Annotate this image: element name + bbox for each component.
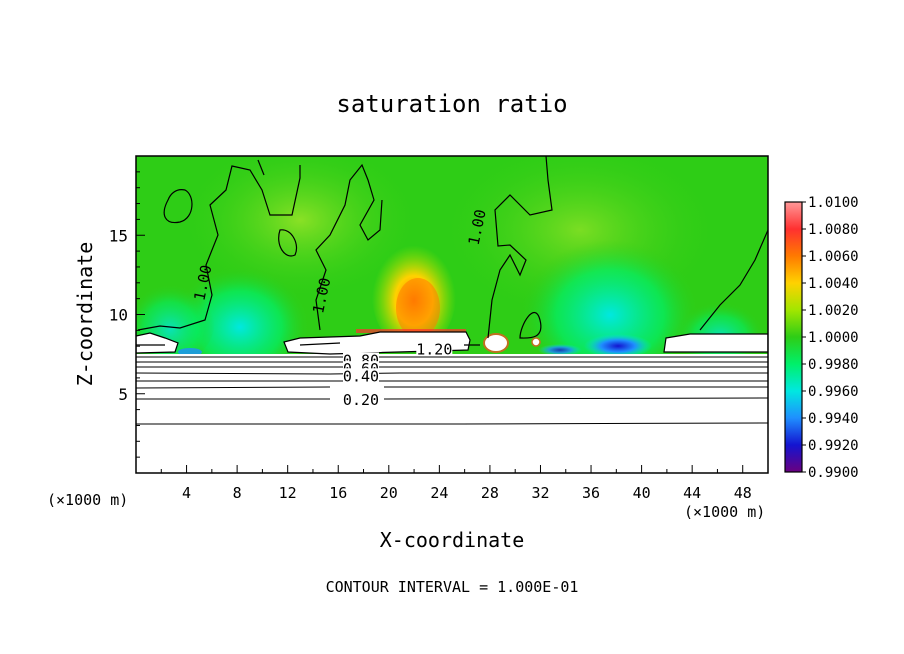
contour-label-background [342,392,379,407]
contour-interval-note: CONTOUR INTERVAL = 1.000E-01 [326,578,579,596]
chart-title: saturation ratio [336,90,567,118]
colorbar-segment [785,418,802,445]
x-tick-label: 16 [329,484,347,502]
colorbar-segment [785,229,802,256]
colorbar-label: 1.0020 [808,303,859,319]
colorbar-label: 1.0060 [808,249,859,265]
colorbar-label: 1.0100 [808,195,859,211]
x-tick-label: 32 [531,484,549,502]
x-tick-label: 4 [182,484,191,502]
x-tick-label: 36 [582,484,600,502]
x-tick-label: 12 [279,484,297,502]
x-tick-label: 28 [481,484,499,502]
x-axis-label: X-coordinate [380,528,525,552]
colorbar-segment [785,256,802,283]
contour-label: 0.20 [343,391,379,409]
contour-label-background [342,368,379,383]
y-tick-label: 10 [109,306,128,325]
colorbar-segment [785,391,802,418]
colorbar: 1.0100 1.0080 1.0060 1.0040 1.0020 1.0000 0.99… [784,195,859,481]
x-tick-label: 48 [734,484,752,502]
contour-labels: 1.001.001.001.200.800.600.400.20 [190,208,489,409]
x-tick-label: 44 [683,484,701,502]
y-tick-label: 15 [109,226,128,245]
colorbar-label: 0.9960 [808,384,859,400]
colorbar-label: 1.0040 [808,276,859,292]
y-axis-label: Z-coordinate [73,242,97,387]
x-tick-label: 8 [233,484,242,502]
colorbar-label: 0.9920 [808,438,859,454]
colorbar-segment [785,202,802,229]
y-tick-label: 5 [118,385,128,404]
saturation-field [136,156,768,473]
x-tick-label: 20 [380,484,398,502]
colorbar-label: 1.0080 [808,222,859,238]
x-unit-left: (×1000 m) [47,491,128,509]
y-axis-ticks: 5 10 15 [109,171,145,458]
x-tick-label: 24 [430,484,448,502]
colorbar-segment [785,445,802,472]
contour-label-background [416,341,453,356]
contour-label: 1.20 [416,340,452,358]
colorbar-label: 0.9940 [808,411,859,427]
colorbar-segment [785,337,802,364]
colorbar-segment [785,283,802,310]
contour-label: 0.40 [343,367,379,385]
colorbar-label: 0.9980 [808,357,859,373]
x-axis-ticks: 4 8 12 16 20 24 28 32 36 40 44 48 [160,465,752,502]
colorbar-segment [785,310,802,337]
colorbar-label: 1.0000 [808,330,859,346]
x-unit-right: (×1000 m) [684,503,765,521]
colorbar-label: 0.9900 [808,465,859,481]
x-tick-label: 40 [633,484,651,502]
colorbar-segment [785,364,802,391]
